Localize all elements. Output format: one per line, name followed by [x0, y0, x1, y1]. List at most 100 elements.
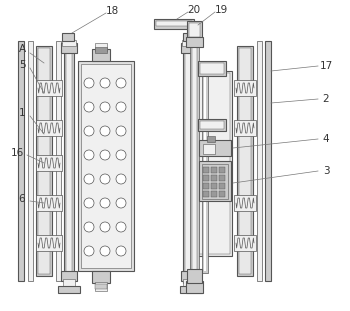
Bar	[219, 175, 225, 181]
Bar	[234, 235, 256, 251]
Bar	[58, 286, 80, 293]
Bar	[199, 140, 231, 156]
Circle shape	[84, 126, 94, 136]
Bar	[234, 80, 256, 96]
Circle shape	[100, 126, 110, 136]
Bar	[203, 167, 209, 173]
Text: 16: 16	[10, 148, 24, 158]
Circle shape	[116, 150, 126, 160]
Circle shape	[100, 198, 110, 208]
Text: 6: 6	[19, 194, 25, 204]
Text: 5: 5	[19, 60, 25, 70]
Bar	[156, 21, 192, 26]
Circle shape	[100, 78, 110, 88]
Circle shape	[84, 102, 94, 112]
Bar	[182, 40, 196, 46]
Bar	[219, 167, 225, 173]
Bar	[204, 65, 206, 271]
Circle shape	[116, 102, 126, 112]
Circle shape	[116, 78, 126, 88]
Text: 2: 2	[323, 94, 329, 104]
Bar	[62, 40, 76, 46]
Text: 3: 3	[323, 166, 329, 176]
Bar	[237, 46, 253, 276]
Bar	[61, 43, 77, 53]
Bar	[198, 119, 226, 131]
Bar	[185, 41, 191, 281]
Bar	[192, 31, 197, 271]
Bar	[203, 191, 209, 197]
Text: 20: 20	[188, 5, 201, 15]
Bar	[239, 48, 251, 274]
Bar	[202, 164, 228, 199]
Bar	[66, 41, 72, 281]
Bar	[180, 286, 202, 293]
Bar	[92, 271, 110, 283]
Circle shape	[84, 78, 94, 88]
Circle shape	[84, 198, 94, 208]
Bar	[211, 183, 217, 189]
Bar	[199, 161, 231, 201]
Circle shape	[84, 222, 94, 232]
Circle shape	[116, 246, 126, 256]
Bar	[183, 39, 193, 283]
Bar	[234, 120, 256, 136]
Text: 19: 19	[214, 5, 228, 15]
Bar	[183, 33, 195, 41]
Bar	[38, 48, 50, 274]
Bar	[203, 175, 209, 181]
Circle shape	[100, 102, 110, 112]
Bar	[181, 43, 197, 53]
Bar	[203, 144, 215, 154]
Bar	[95, 282, 107, 291]
Bar	[95, 284, 107, 289]
Bar	[265, 41, 271, 281]
Bar	[219, 183, 225, 189]
Bar	[200, 63, 224, 74]
Bar	[234, 195, 256, 211]
Circle shape	[116, 222, 126, 232]
Bar	[62, 33, 74, 41]
Bar	[81, 64, 131, 268]
Circle shape	[100, 150, 110, 160]
Bar	[92, 49, 110, 61]
Bar	[211, 167, 217, 173]
Bar	[56, 41, 61, 281]
Bar	[36, 80, 62, 96]
Bar	[183, 279, 195, 288]
Bar	[95, 43, 107, 51]
Bar	[78, 61, 134, 271]
Bar	[36, 120, 62, 136]
Bar	[63, 279, 75, 288]
Circle shape	[116, 126, 126, 136]
Bar	[211, 191, 217, 197]
Bar	[219, 191, 225, 197]
Bar	[200, 121, 224, 129]
Bar	[18, 41, 24, 281]
Bar	[61, 271, 77, 281]
Bar	[197, 71, 232, 256]
Bar	[154, 19, 194, 29]
Bar	[28, 41, 33, 281]
Bar	[36, 155, 62, 171]
Circle shape	[84, 150, 94, 160]
Bar	[257, 41, 262, 281]
Bar	[95, 47, 107, 53]
Bar	[211, 175, 217, 181]
Text: 18: 18	[105, 6, 119, 16]
Bar	[189, 23, 200, 37]
Bar	[36, 235, 62, 251]
Bar	[187, 269, 202, 283]
Circle shape	[116, 198, 126, 208]
Text: 17: 17	[319, 61, 332, 71]
Bar	[190, 29, 199, 273]
Bar	[207, 136, 215, 142]
Circle shape	[116, 174, 126, 184]
Circle shape	[100, 222, 110, 232]
Bar	[36, 46, 52, 276]
Circle shape	[84, 246, 94, 256]
Bar	[36, 195, 62, 211]
Bar	[202, 63, 208, 273]
Text: 1: 1	[19, 108, 25, 118]
Text: A: A	[19, 44, 26, 54]
